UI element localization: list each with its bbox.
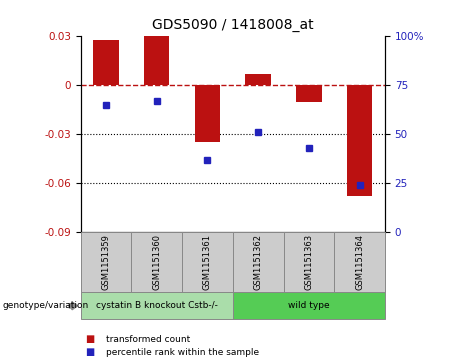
Text: cystatin B knockout Cstb-/-: cystatin B knockout Cstb-/- [96,301,218,310]
Text: GSM1151364: GSM1151364 [355,234,364,290]
Text: percentile rank within the sample: percentile rank within the sample [106,348,259,356]
Text: GSM1151361: GSM1151361 [203,234,212,290]
Title: GDS5090 / 1418008_at: GDS5090 / 1418008_at [152,19,313,33]
Text: wild type: wild type [288,301,330,310]
Text: GSM1151362: GSM1151362 [254,234,263,290]
Bar [347,85,372,196]
Bar [195,85,220,143]
Text: ■: ■ [85,334,95,344]
Bar [296,85,322,102]
Text: genotype/variation: genotype/variation [2,301,89,310]
Text: GSM1151363: GSM1151363 [304,234,313,290]
Text: GSM1151360: GSM1151360 [152,234,161,290]
Text: ■: ■ [85,347,95,357]
Text: GSM1151359: GSM1151359 [101,234,111,290]
Bar [93,40,119,85]
Bar [144,36,170,85]
Text: transformed count: transformed count [106,335,190,344]
Bar [245,74,271,85]
